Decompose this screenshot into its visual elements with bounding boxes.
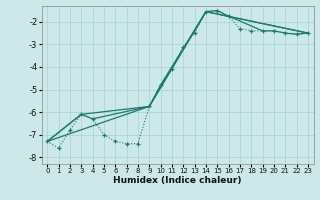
X-axis label: Humidex (Indice chaleur): Humidex (Indice chaleur) (113, 176, 242, 185)
